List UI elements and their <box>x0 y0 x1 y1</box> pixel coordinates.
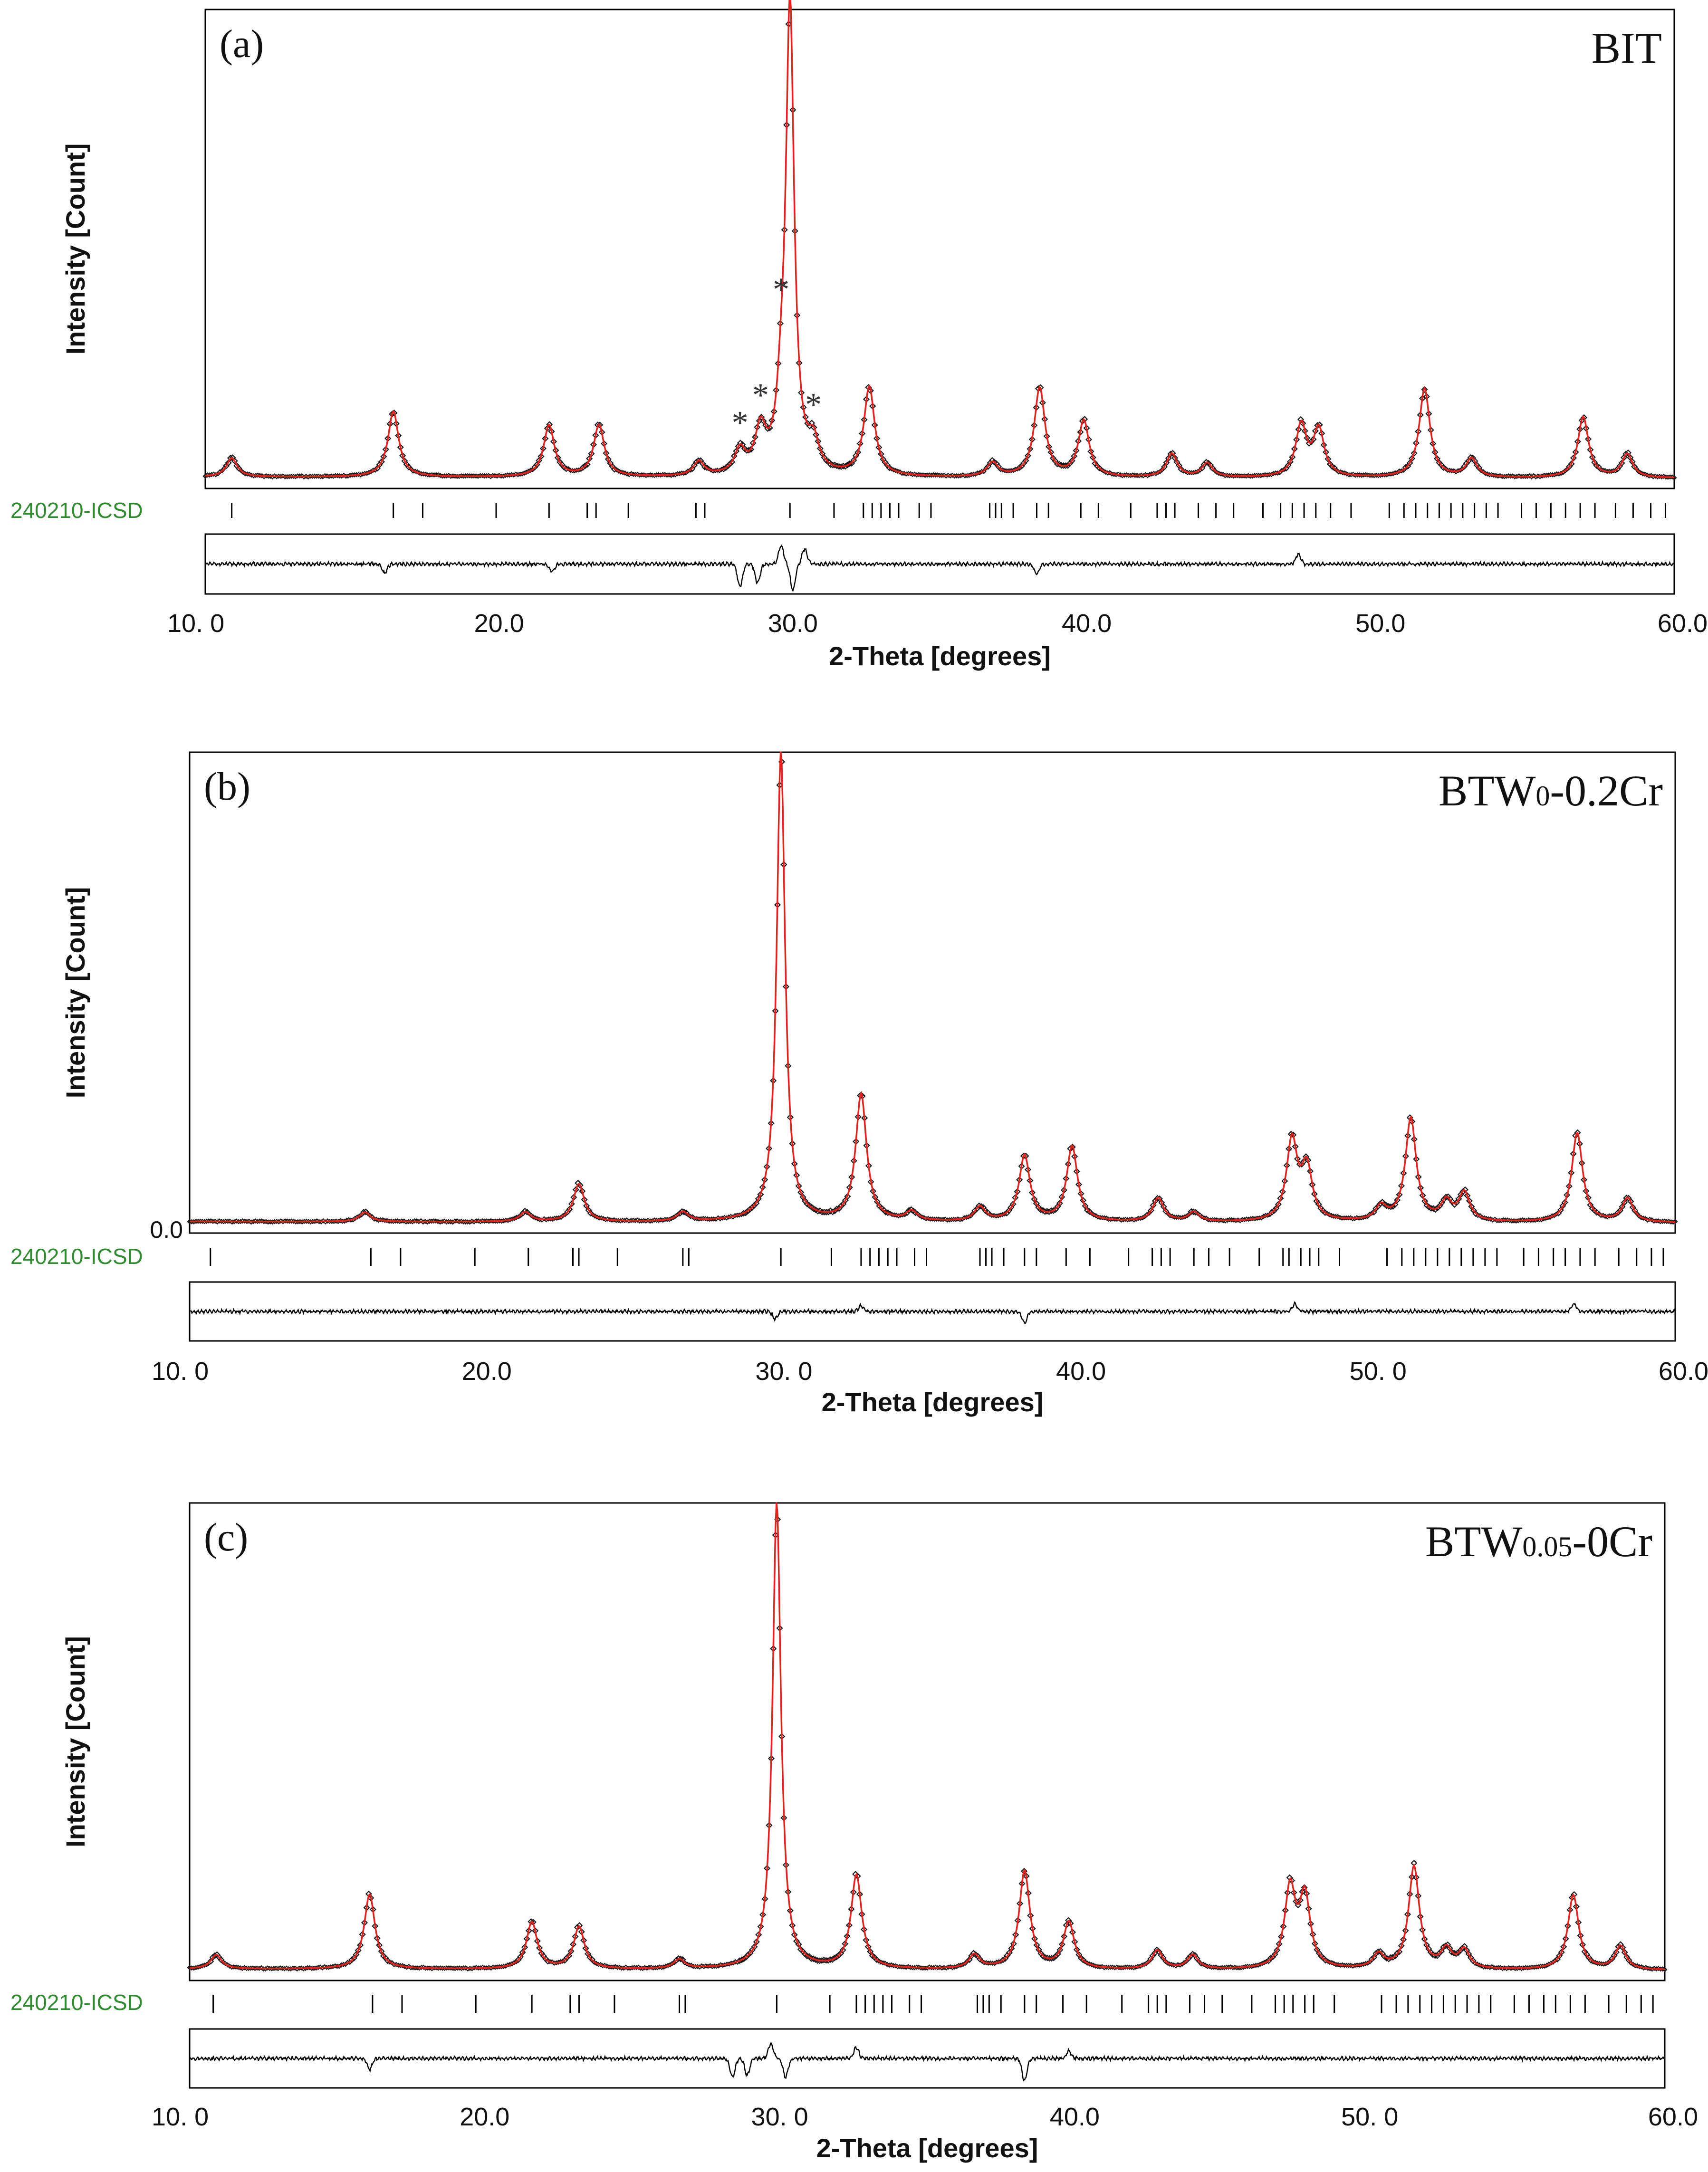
y-axis-label: Intensity [Count] <box>60 887 90 1099</box>
x-tick-label: 20.0 <box>474 609 524 638</box>
panel-label: (a) <box>220 22 264 66</box>
sample-label: BIT <box>1592 24 1662 72</box>
sample-subscript: 0.05 <box>1522 1531 1572 1562</box>
plot-frame <box>204 9 1675 489</box>
phase-label: 240210-ICSD <box>10 1244 143 1269</box>
calculated-series <box>190 751 1676 1223</box>
observed-points <box>187 758 1678 1225</box>
x-tick-label: 10. 0 <box>152 2103 209 2131</box>
reflection-ticks <box>231 503 1666 518</box>
calculated-series <box>205 0 1675 478</box>
x-tick-label: 50.0 <box>1355 609 1405 638</box>
panel-label: (b) <box>204 765 250 809</box>
x-tick-label: 40.0 <box>1062 609 1112 638</box>
y-axis-label: Intensity [Count] <box>60 144 90 355</box>
y-zero-label: 0.0 <box>150 1216 183 1243</box>
calculated-series <box>189 1502 1665 1970</box>
plot-frame <box>189 1502 1666 1981</box>
x-axis-label: 2-Theta [degrees] <box>829 641 1051 671</box>
sample-name: BTW <box>1425 1517 1523 1566</box>
impurity-marker: * <box>805 387 822 423</box>
impurity-marker: * <box>752 377 769 414</box>
x-tick-label: 30. 0 <box>751 2103 808 2131</box>
sample-name: BTW <box>1439 766 1536 815</box>
phase-label: 240210-ICSD <box>10 1990 143 2015</box>
sample-suffix: -0Cr <box>1572 1517 1652 1566</box>
panel-b: (b) BTW0-0.2Cr Intensity [Count] 2-Theta [d… <box>10 751 1708 1417</box>
x-tick-label: 10. 0 <box>152 1357 209 1386</box>
reflection-ticks <box>210 1248 1664 1266</box>
x-axis-label: 2-Theta [degrees] <box>816 2133 1038 2163</box>
sample-label: BTW0-0.2Cr <box>1439 766 1663 815</box>
x-tick-label: 60.0 <box>1648 2103 1698 2131</box>
sample-label: BTW0.05-0Cr <box>1425 1517 1652 1566</box>
x-tick-label: 20.0 <box>460 2103 509 2131</box>
impurity-marker: * <box>732 405 748 441</box>
x-tick-label: 30. 0 <box>755 1357 812 1386</box>
observed-points <box>187 1516 1668 1972</box>
sample-suffix: -0.2Cr <box>1550 766 1663 815</box>
plot-frame <box>189 751 1676 1234</box>
panel-c: (c) BTW0.05-0Cr Intensity [Count] 2-Theta [… <box>10 1502 1698 2163</box>
observed-series <box>187 758 1678 1225</box>
sample-subscript: 0 <box>1535 780 1550 812</box>
x-axis-label: 2-Theta [degrees] <box>822 1387 1044 1417</box>
difference-series <box>189 1301 1676 1325</box>
observed-points <box>202 20 1677 480</box>
x-tick-label: 30.0 <box>768 609 818 638</box>
x-tick-label: 50. 0 <box>1350 1357 1407 1386</box>
observed-series <box>202 20 1677 480</box>
impurity-marker: * <box>773 271 789 308</box>
x-tick-label: 50. 0 <box>1341 2103 1398 2131</box>
x-tick-label: 60.0 <box>1658 609 1708 638</box>
x-tick-label: 10. 0 <box>167 609 224 638</box>
difference-series <box>190 2042 1665 2082</box>
x-tick-label: 40.0 <box>1050 2103 1100 2131</box>
sample-name: BIT <box>1592 24 1662 72</box>
x-tick-label: 40.0 <box>1056 1357 1106 1386</box>
observed-series <box>187 1516 1668 1972</box>
x-tick-label: 60.0 <box>1659 1357 1708 1386</box>
phase-label: 240210-ICSD <box>10 498 143 523</box>
y-axis-label: Intensity [Count] <box>60 1636 90 1847</box>
difference-series <box>205 544 1675 593</box>
x-tick-label: 20.0 <box>462 1357 512 1386</box>
difference-frame <box>189 1281 1676 1342</box>
reflection-ticks <box>212 1995 1654 2013</box>
panel-label: (c) <box>204 1515 248 1560</box>
